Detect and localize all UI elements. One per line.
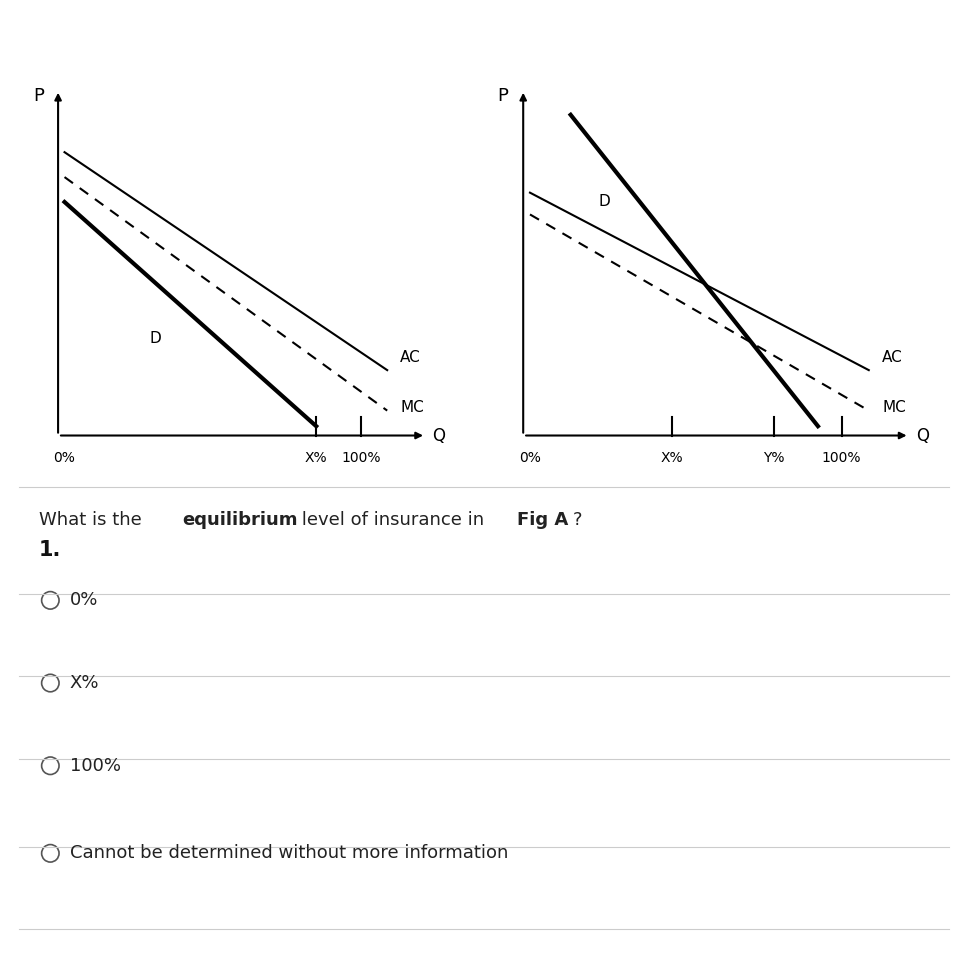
Text: MC: MC: [400, 400, 424, 415]
Text: P: P: [33, 88, 45, 105]
Text: Q: Q: [433, 426, 445, 445]
Point: [658, 49, 670, 60]
Text: equilibrium: equilibrium: [182, 511, 297, 528]
Text: 100%: 100%: [70, 757, 121, 775]
Text: Q: Q: [916, 426, 929, 445]
Text: Fig A: Fig A: [517, 511, 568, 528]
Text: Y%: Y%: [763, 451, 785, 465]
Text: What is the: What is the: [39, 511, 147, 528]
Text: 1.: 1.: [39, 540, 61, 560]
Text: 100%: 100%: [342, 451, 381, 465]
Text: P: P: [498, 88, 508, 105]
Text: AC: AC: [400, 350, 421, 365]
Text: 0%: 0%: [70, 592, 98, 609]
Text: D: D: [598, 195, 611, 209]
Text: D: D: [149, 332, 161, 346]
Text: MC: MC: [882, 400, 906, 415]
Text: ?: ?: [573, 511, 583, 528]
Text: 100%: 100%: [822, 451, 862, 465]
Text: level of insurance in: level of insurance in: [296, 511, 490, 528]
Text: AC: AC: [882, 350, 903, 365]
Text: 0%: 0%: [519, 451, 541, 465]
Point: [563, 49, 575, 60]
Text: Cannot be determined without more information: Cannot be determined without more inform…: [70, 845, 508, 862]
Text: 0%: 0%: [53, 451, 76, 465]
Text: X%: X%: [70, 674, 99, 692]
Text: X%: X%: [661, 451, 683, 465]
Text: X%: X%: [305, 451, 327, 465]
